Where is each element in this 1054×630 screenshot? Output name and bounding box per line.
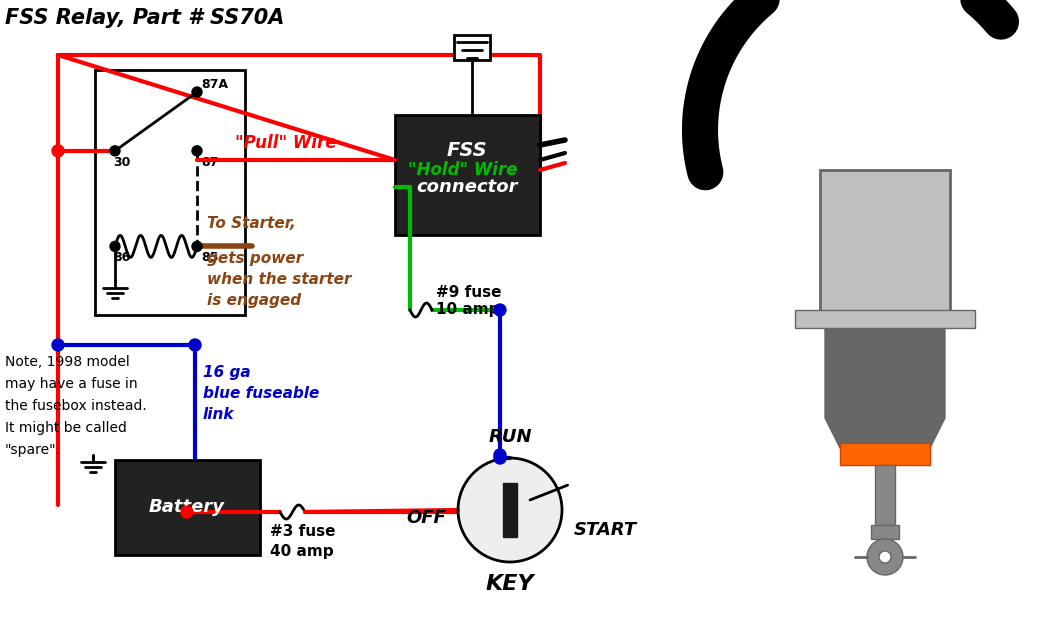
Text: "Hold" Wire: "Hold" Wire	[408, 161, 518, 179]
Circle shape	[110, 146, 120, 156]
Text: Note, 1998 model: Note, 1998 model	[5, 355, 130, 369]
Text: "spare".: "spare".	[5, 443, 61, 457]
Text: To Starter,: To Starter,	[207, 216, 296, 231]
Text: when the starter: when the starter	[207, 272, 351, 287]
Bar	[871, 525, 899, 539]
Text: 40 amp: 40 amp	[270, 544, 334, 559]
Polygon shape	[825, 328, 945, 448]
Text: "Pull" Wire: "Pull" Wire	[235, 134, 336, 152]
Circle shape	[192, 146, 202, 156]
Text: link: link	[203, 407, 234, 422]
Circle shape	[52, 339, 64, 351]
Bar	[395, 115, 540, 235]
Circle shape	[867, 539, 903, 575]
Text: 16 ga: 16 ga	[203, 365, 251, 380]
Text: #3 fuse: #3 fuse	[270, 524, 335, 539]
Text: KEY: KEY	[486, 574, 534, 594]
Circle shape	[52, 145, 64, 157]
Text: is engaged: is engaged	[207, 294, 301, 309]
Circle shape	[879, 551, 891, 563]
Circle shape	[192, 87, 202, 97]
Circle shape	[494, 304, 506, 316]
Text: It might be called: It might be called	[5, 421, 126, 435]
Text: connector: connector	[416, 178, 518, 196]
Bar	[840, 443, 930, 465]
Circle shape	[189, 339, 201, 351]
Bar	[795, 310, 975, 328]
Bar	[503, 483, 518, 537]
Bar	[875, 465, 895, 525]
Bar	[454, 35, 490, 60]
Text: 85: 85	[201, 251, 218, 265]
Text: Battery: Battery	[149, 498, 225, 516]
Text: RUN: RUN	[488, 428, 532, 446]
Text: the fusebox instead.: the fusebox instead.	[5, 399, 147, 413]
Circle shape	[458, 458, 562, 562]
Text: 30: 30	[113, 156, 131, 169]
Text: 86: 86	[113, 251, 131, 265]
Text: OFF: OFF	[406, 509, 446, 527]
Circle shape	[494, 449, 506, 461]
Text: gets power: gets power	[207, 251, 304, 266]
Text: 10 amp: 10 amp	[436, 302, 500, 317]
Bar	[820, 170, 950, 320]
Bar	[95, 70, 245, 315]
Text: START: START	[574, 521, 637, 539]
Text: #9 fuse: #9 fuse	[436, 285, 502, 300]
Circle shape	[110, 241, 120, 251]
Text: blue fuseable: blue fuseable	[203, 386, 319, 401]
Text: FSS Relay, Part # SS70A: FSS Relay, Part # SS70A	[5, 8, 285, 28]
Circle shape	[181, 506, 193, 518]
Text: 87A: 87A	[201, 78, 228, 91]
Text: FSS: FSS	[447, 140, 487, 159]
Circle shape	[192, 241, 202, 251]
Text: may have a fuse in: may have a fuse in	[5, 377, 138, 391]
Circle shape	[494, 452, 506, 464]
Text: 87: 87	[201, 156, 218, 169]
Bar	[115, 460, 260, 555]
